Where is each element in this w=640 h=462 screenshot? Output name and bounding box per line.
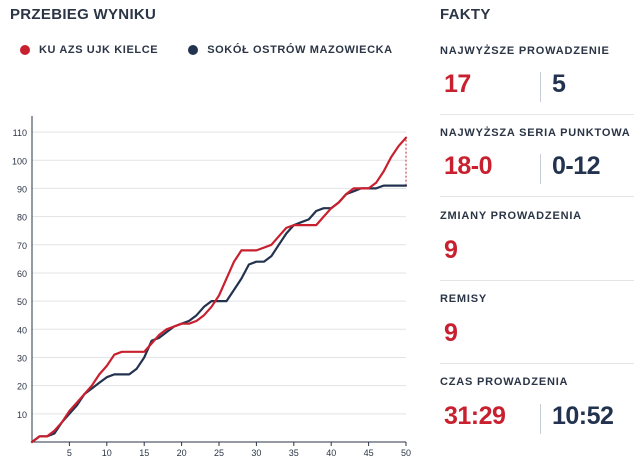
fact-divider (540, 154, 541, 184)
y-tick-label: 110 (13, 128, 27, 138)
x-tick-label: 5 (67, 448, 72, 458)
y-tick-label: 70 (17, 241, 27, 251)
fact-home-max-lead: 17 (444, 70, 471, 98)
y-tick-label: 80 (17, 213, 27, 223)
y-tick-label: 60 (17, 269, 27, 279)
legend-item-away[interactable]: SOKÓŁ OSTRÓW MAZOWIECKA (188, 44, 393, 56)
facts-title: FAKTY (440, 6, 491, 23)
fact-away-time-leading: 10:52 (552, 402, 614, 430)
fact-away-max-lead: 5 (552, 70, 566, 98)
x-tick-label: 15 (139, 448, 149, 458)
score-progression-chart: 10 20 30 40 50 60 70 80 90 100 110 5 10 15 20 25 30 35 40 4… (12, 116, 411, 458)
fact-separator (440, 280, 634, 281)
fact-label-max-lead: NAJWYŻSZE PROWADZENIE (440, 45, 610, 57)
chart-title: PRZEBIEG WYNIKU (10, 6, 157, 23)
fact-ties: 9 (444, 319, 458, 347)
fact-label-ties: REMISY (440, 293, 487, 305)
series-line-home (30, 136, 408, 444)
fact-separator (440, 114, 634, 115)
fact-lead-changes: 9 (444, 236, 458, 264)
x-tick-label: 20 (177, 448, 187, 458)
fact-divider (540, 72, 541, 102)
fact-separator (440, 196, 634, 197)
fact-home-best-run: 18-0 (444, 152, 493, 180)
y-tick-label: 100 (12, 156, 27, 166)
y-tick-label: 90 (17, 184, 27, 194)
x-tick-label: 30 (251, 448, 261, 458)
legend-dot-home (20, 45, 30, 55)
y-tick-label: 30 (17, 353, 27, 363)
x-tick-label: 35 (289, 448, 299, 458)
x-tick-label: 25 (214, 448, 224, 458)
legend-label-home: KU AZS UJK KIELCE (39, 44, 159, 56)
fact-home-time-leading: 31:29 (444, 402, 506, 430)
fact-label-time-leading: CZAS PROWADZENIA (440, 376, 569, 388)
series-line-away (30, 184, 408, 444)
y-tick-label: 10 (17, 410, 27, 420)
x-tick-label: 10 (102, 448, 112, 458)
x-tick-label: 50 (401, 448, 411, 458)
legend-item-home[interactable]: KU AZS UJK KIELCE (20, 44, 158, 56)
legend-dot-away (188, 45, 199, 55)
fact-divider (540, 404, 541, 434)
fact-label-best-run: NAJWYŻSZA SERIA PUNKTOWA (440, 127, 631, 139)
y-tick-label: 20 (17, 382, 27, 392)
y-tick-label: 50 (17, 297, 27, 307)
x-tick-label: 40 (326, 448, 336, 458)
fact-label-lead-changes: ZMIANY PROWADZENIA (440, 210, 582, 222)
fact-separator (440, 363, 634, 364)
x-tick-label: 45 (364, 448, 374, 458)
y-tick-label: 40 (17, 325, 27, 335)
chart-legend: KU AZS UJK KIELCE SOKÓŁ OSTRÓW MAZOWIECK… (20, 44, 423, 56)
fact-away-best-run: 0-12 (552, 152, 601, 180)
legend-label-away: SOKÓŁ OSTRÓW MAZOWIECKA (207, 44, 393, 56)
